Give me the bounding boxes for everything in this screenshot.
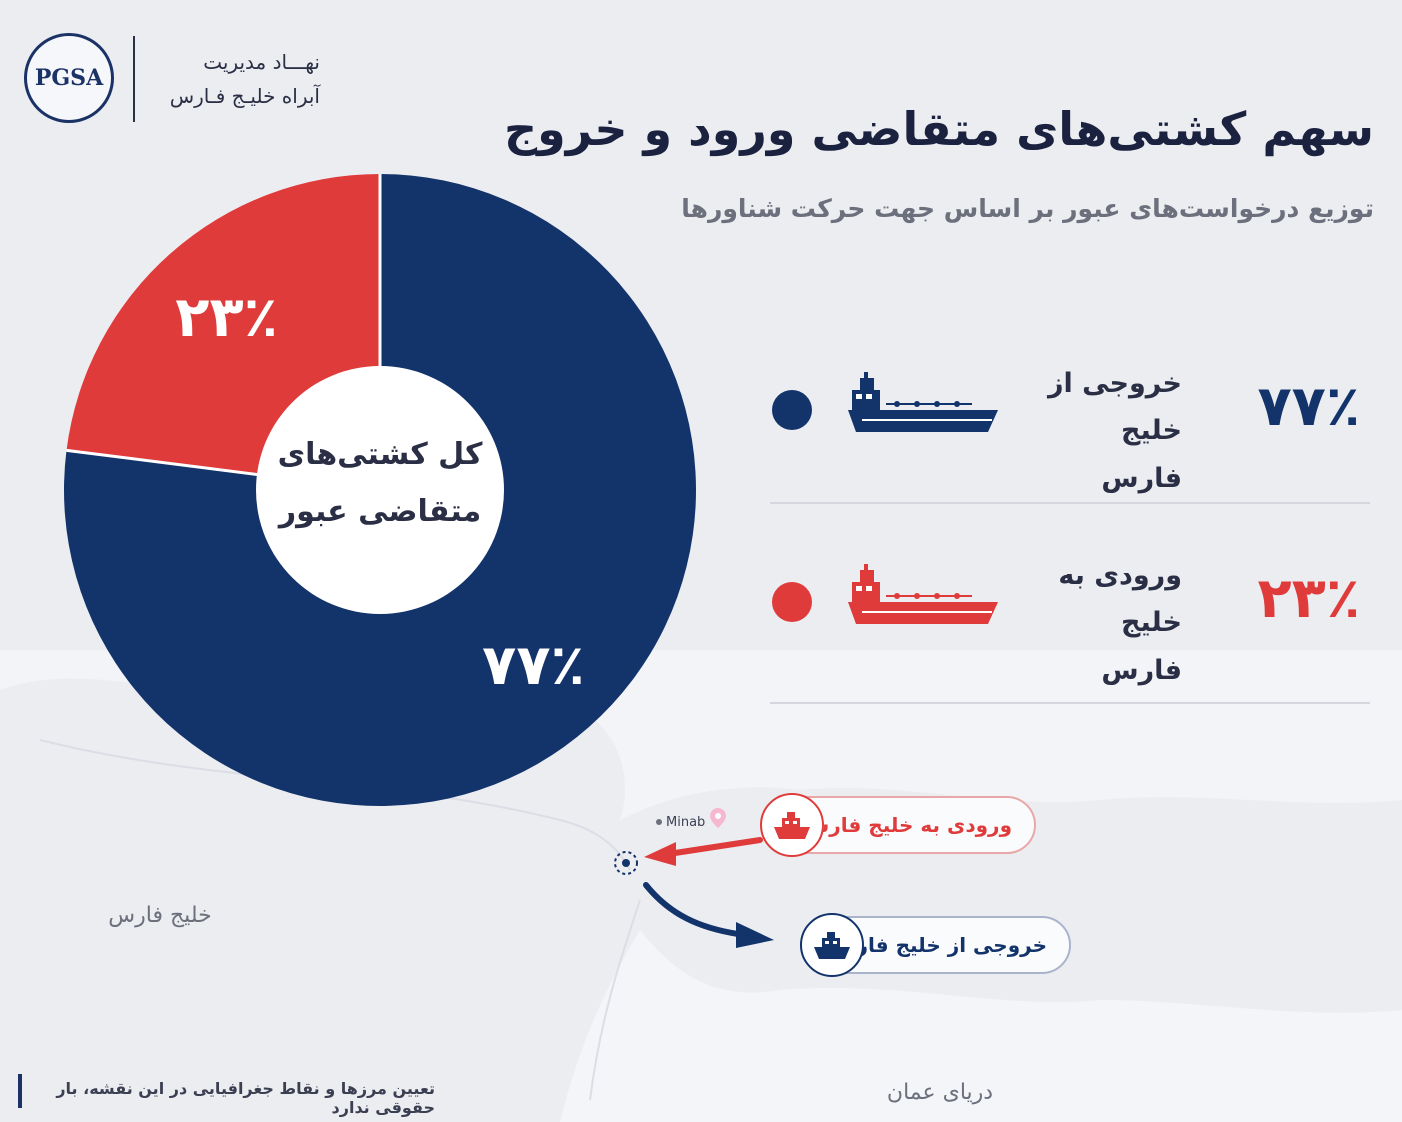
center-label-line2: متقاضی عبور [278, 494, 482, 529]
legend-label-inbound-line1: ورودی به [1058, 560, 1182, 591]
center-label-line1: کل کشتی‌های [277, 437, 483, 472]
legend-pct-inbound: ۲۳٪ [1257, 566, 1360, 631]
callout-outbound-label: خروجی از خلیج فارس [828, 933, 1047, 957]
legend-pct-outbound: ۷۷٪ [1257, 374, 1360, 439]
outbound-arrow-head [736, 922, 774, 948]
header-separator [133, 36, 135, 122]
footer-accent-bar [18, 1074, 22, 1108]
map-label-city: Minab [666, 815, 706, 830]
ship-icon [848, 564, 998, 624]
inbound-arrow-head [644, 842, 676, 866]
map-label-persian-gulf: خلیج فارس [108, 903, 212, 928]
strait-marker [614, 851, 638, 875]
city-marker [656, 819, 662, 825]
callout-inbound-label: ورودی به خلیج فارس [801, 813, 1012, 837]
org-name-line1: نهـــاد مدیریت [203, 50, 320, 74]
ship-icon [848, 372, 998, 432]
land-mass-south [560, 930, 1402, 1122]
legend-dot-inbound [772, 582, 812, 622]
location-pin-icon [710, 808, 726, 828]
outbound-arrow [643, 882, 741, 937]
coastline-south [589, 899, 641, 1101]
legend-label-inbound: ورودی به خلیج فارس [1032, 552, 1182, 694]
callout-outbound-ship-icon [800, 913, 864, 977]
legend-label-outbound-line2: خلیج فارس [1101, 415, 1182, 494]
logo-text: PGSA [34, 65, 104, 91]
slice-outbound [64, 174, 696, 806]
pgsa-logo: PGSA [24, 33, 114, 123]
legend-dot-outbound [772, 390, 812, 430]
slice-label-inbound: ۲۳٪ [175, 285, 278, 350]
chart-subtitle: توزیع درخواست‌های عبور بر اساس جهت حرکت … [681, 194, 1374, 223]
legend-label-inbound-line2: خلیج فارس [1101, 607, 1182, 686]
footer-disclaimer: تعیین مرزها و نقاط جغرافیایی در این نقشه… [56, 1079, 435, 1117]
callout-inbound-ship-icon [760, 793, 824, 857]
legend-row-inbound: ورودی به خلیج فارس ۲۳٪ [770, 526, 1370, 686]
legend-label-outbound-line1: خروجی از [1047, 368, 1182, 399]
org-name-line2: آبراه خلیـج فـارس [169, 84, 320, 108]
donut-center-label: کل کشتی‌های متقاضی عبور [258, 426, 502, 540]
strait-marker-dot [622, 859, 630, 867]
legend-divider [770, 502, 1370, 504]
legend-row-outbound: خروجی از خلیج فارس ۷۷٪ [770, 334, 1370, 494]
legend-label-outbound: خروجی از خلیج فارس [1032, 360, 1182, 502]
donut-hole [256, 366, 504, 614]
chart-title: سهم کشتی‌های متقاضی ورود و خروج [504, 102, 1374, 156]
slice-label-outbound: ۷۷٪ [482, 633, 585, 698]
inbound-arrow [672, 837, 763, 856]
map-label-gulf-of-oman: دریای عمان [886, 1080, 994, 1105]
legend-divider [770, 702, 1370, 704]
